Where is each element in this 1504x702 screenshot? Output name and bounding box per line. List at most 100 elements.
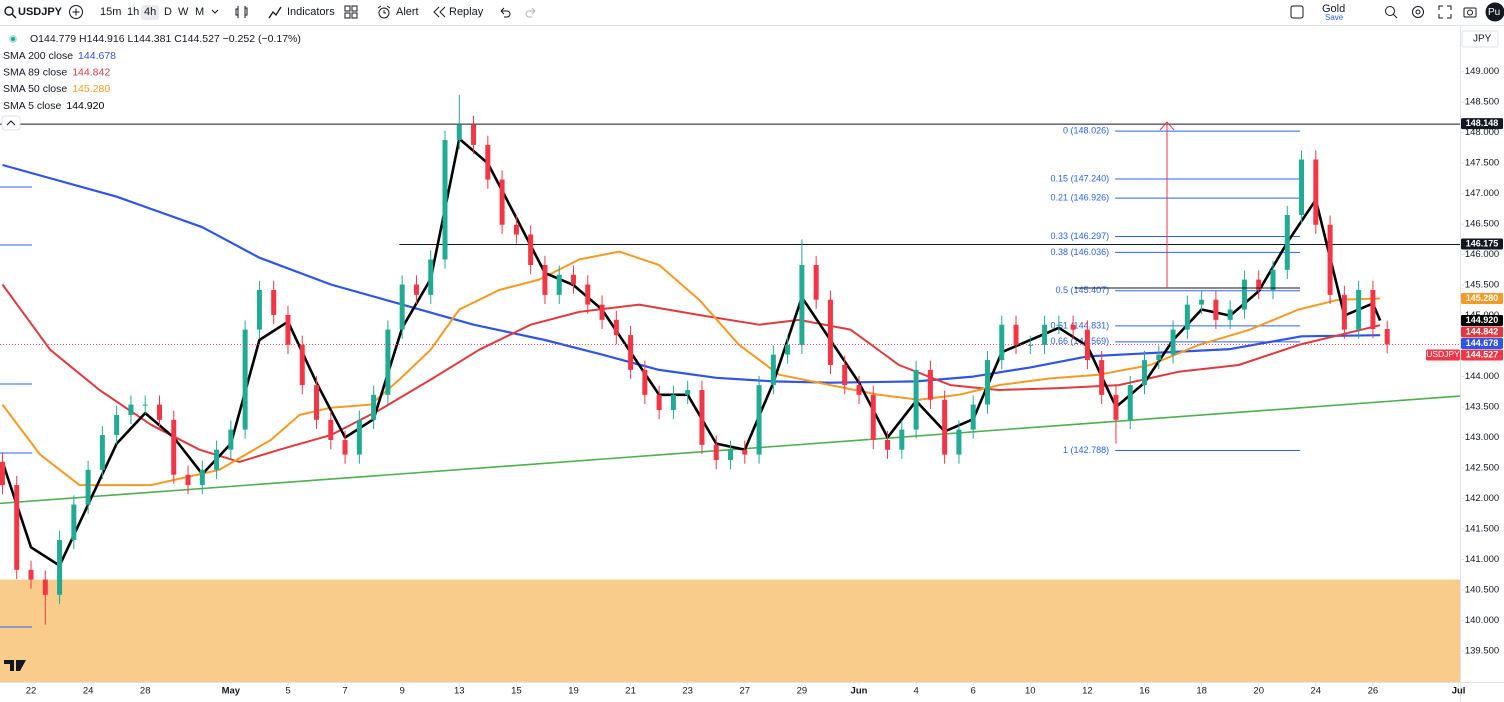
- save-status[interactable]: Save: [1325, 13, 1344, 22]
- alert-button[interactable]: Alert: [396, 6, 419, 18]
- top-toolbar: USDJPY 15m 1h 4h D W M Indicators Alert …: [0, 0, 1504, 26]
- candle-body: [371, 394, 377, 420]
- x-tick-label: 21: [625, 686, 636, 697]
- y-tick-label: 141.000: [1465, 554, 1499, 565]
- x-tick-label: Jun: [851, 686, 868, 697]
- settings-button[interactable]: [1410, 4, 1426, 20]
- x-tick-label: 24: [1311, 686, 1322, 697]
- candle-body: [984, 360, 990, 405]
- candle-body: [28, 569, 34, 580]
- redo-button[interactable]: [523, 4, 539, 20]
- y-tick-label: 145.500: [1465, 280, 1499, 291]
- compare-button[interactable]: [68, 4, 84, 20]
- collapse-legend-button[interactable]: [1, 115, 21, 131]
- snapshot-button[interactable]: [1462, 4, 1478, 20]
- legend-value: 144.842: [72, 66, 110, 78]
- candle-body: [770, 354, 776, 386]
- candle-body: [314, 385, 320, 420]
- interval-menu[interactable]: [210, 4, 220, 20]
- interval-button[interactable]: M: [195, 6, 205, 18]
- fib-label: 0.38 (146.036): [1051, 247, 1110, 257]
- price-badge-label: 146.175: [1466, 238, 1499, 248]
- interval-button[interactable]: 4h: [141, 5, 160, 20]
- candle-body: [228, 429, 234, 450]
- candle-body: [813, 264, 819, 300]
- avatar-circle[interactable]: [1485, 2, 1504, 22]
- candle-body: [1013, 324, 1019, 345]
- legend-name: SMA 200 close: [3, 50, 73, 62]
- candle-body: [1113, 394, 1119, 420]
- arrow-head: [1159, 121, 1175, 131]
- alert-icon: [377, 5, 391, 19]
- supply-demand-zone: [0, 579, 1460, 682]
- indicators-button[interactable]: Indicators: [287, 6, 335, 18]
- undo-button[interactable]: [497, 4, 513, 20]
- y-tick-label: 140.500: [1465, 584, 1499, 595]
- layout-button[interactable]: [1289, 4, 1305, 20]
- candle-body: [185, 474, 191, 486]
- candle-body: [413, 284, 419, 295]
- chart-type-button[interactable]: [234, 4, 250, 20]
- interval-button[interactable]: W: [178, 6, 189, 18]
- replay-button[interactable]: Replay: [449, 6, 484, 18]
- indicators-icon: [268, 6, 282, 19]
- x-tick-label: 9: [400, 686, 405, 697]
- candle-body: [342, 439, 348, 455]
- candle-body: [1056, 324, 1062, 326]
- avatar[interactable]: Pu: [1488, 7, 1501, 18]
- candle-body: [913, 369, 919, 430]
- x-tick-label: 5: [285, 686, 290, 697]
- currency-button[interactable]: [1461, 30, 1499, 48]
- interval-button[interactable]: 1h: [127, 6, 140, 18]
- candle-body: [827, 299, 833, 365]
- candle-body: [1356, 289, 1362, 330]
- candle-body: [299, 344, 305, 386]
- candle-body: [156, 404, 162, 420]
- price-badge-label: 144.527: [1466, 349, 1499, 359]
- candle-body: [1199, 299, 1205, 305]
- candle-body: [385, 329, 391, 395]
- symbol-button[interactable]: USDJPY: [18, 6, 63, 18]
- candle-body: [1142, 360, 1148, 386]
- quick-search-button[interactable]: [1383, 4, 1399, 20]
- candle-body: [114, 414, 120, 436]
- x-tick-label: 18: [1196, 686, 1207, 697]
- candle-body: [1241, 279, 1247, 310]
- candle-body: [456, 124, 462, 141]
- templates-button[interactable]: [343, 4, 359, 20]
- candle-body: [1384, 329, 1390, 345]
- y-tick-label: 148.500: [1465, 97, 1499, 108]
- candle-body: [885, 439, 891, 450]
- candle-body: [1084, 329, 1090, 361]
- candle-body: [1313, 159, 1319, 225]
- candle-body: [699, 389, 705, 445]
- legend-name: SMA 89 close: [3, 66, 67, 78]
- candle-body: [1341, 294, 1347, 330]
- candle-body: [499, 179, 505, 225]
- legend-value: 144.678: [78, 50, 116, 62]
- interval-button[interactable]: D: [164, 6, 172, 18]
- price-badge: [1461, 326, 1503, 338]
- price-badge: [1461, 314, 1503, 326]
- candle-body: [1299, 159, 1305, 215]
- interval-button[interactable]: 15m: [100, 6, 122, 18]
- x-tick-label: 4: [913, 686, 918, 697]
- search-icon: [4, 6, 17, 19]
- candle-body: [970, 404, 976, 430]
- price-badge-label: 144.842: [1466, 326, 1499, 336]
- y-tick-label: 147.500: [1465, 158, 1499, 169]
- candle-body: [485, 144, 491, 180]
- x-tick-label: 22: [26, 686, 37, 697]
- candle-body: [356, 419, 362, 455]
- account-button[interactable]: Gold: [1322, 3, 1346, 15]
- candle-body: [99, 435, 105, 470]
- price-badge: [1461, 118, 1503, 130]
- fullscreen-button[interactable]: [1437, 4, 1453, 20]
- x-tick-label: 24: [83, 686, 94, 697]
- candle-body: [1099, 360, 1105, 395]
- candle-body: [1156, 354, 1162, 361]
- candle-body: [613, 319, 619, 336]
- y-tick-label: 141.500: [1465, 523, 1499, 534]
- candle-body: [399, 284, 405, 330]
